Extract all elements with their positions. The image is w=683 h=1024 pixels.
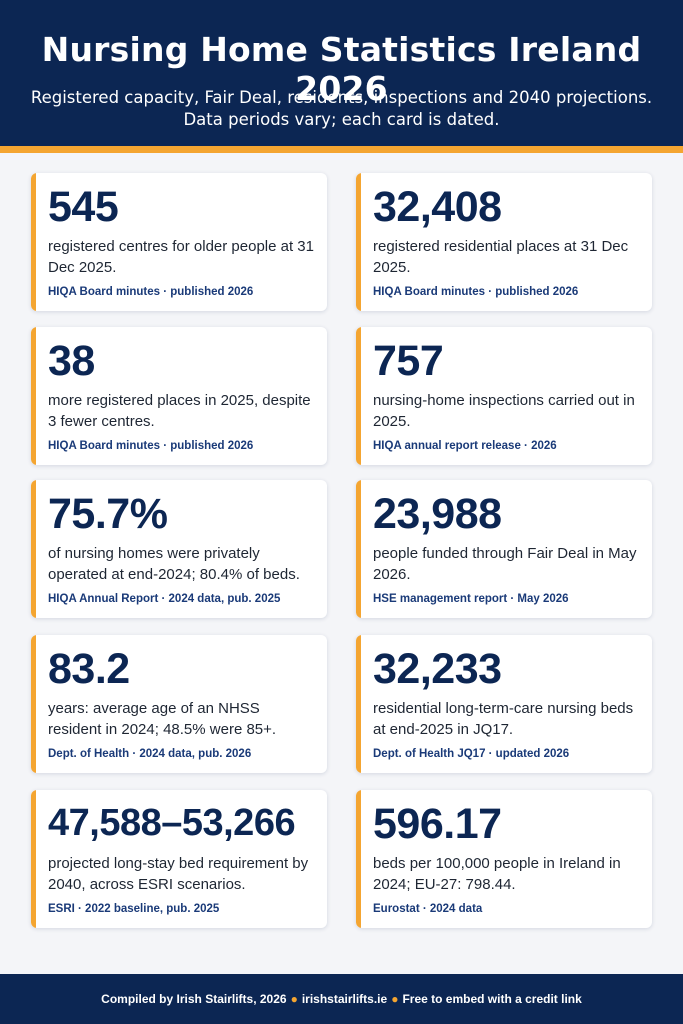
stat-value: 32,233 (373, 645, 502, 693)
footer-site-link[interactable]: irishstairlifts.ie (301, 992, 388, 1006)
bullet-icon: ● (290, 992, 298, 1006)
stat-card-additional-places: 38 more registered places in 2025, despi… (31, 327, 327, 465)
footer-credit: Compiled by Irish Stairlifts, 2026 (101, 992, 287, 1006)
footer-license: Free to embed with a credit link (402, 992, 582, 1006)
stat-source: HIQA Annual Report · 2024 data, pub. 202… (48, 593, 281, 605)
stat-source: HSE management report · May 2026 (373, 593, 569, 605)
stat-description: years: average age of an NHSS resident i… (48, 700, 277, 738)
stat-description: registered centres for older people at 3… (48, 238, 314, 276)
stat-card-beds-per-capita: 596.17 beds per 100,000 people in Irelan… (356, 790, 652, 928)
subtitle-line-2: Data periods vary; each card is dated. (183, 110, 500, 129)
stat-source: Dept. of Health JQ17 · updated 2026 (373, 748, 570, 760)
stat-value: 23,988 (373, 490, 502, 538)
stat-source: Eurostat · 2024 data (373, 903, 483, 915)
stat-source: ESRI · 2022 baseline, pub. 2025 (48, 903, 220, 915)
stat-description: registered residential places at 31 Dec … (373, 238, 629, 276)
stat-description: more registered places in 2025, despite … (48, 392, 311, 430)
stat-source: Dept. of Health · 2024 data, pub. 2026 (48, 748, 252, 760)
stat-card-fair-deal: 23,988 people funded through Fair Deal i… (356, 480, 652, 618)
stat-source: HIQA Board minutes · published 2026 (48, 286, 254, 298)
stat-description: people funded through Fair Deal in May 2… (373, 545, 637, 583)
stat-description: residential long-term-care nursing beds … (373, 700, 634, 738)
stat-source: HIQA Board minutes · published 2026 (373, 286, 579, 298)
stat-description: projected long-stay bed requirement by 2… (48, 855, 309, 893)
stat-value: 83.2 (48, 645, 130, 693)
stat-value: 545 (48, 183, 119, 231)
stat-card-private-operators: 75.7% of nursing homes were privately op… (31, 480, 327, 618)
stat-card-registered-places: 32,408 registered residential places at … (356, 173, 652, 311)
stat-value: 32,408 (373, 183, 502, 231)
stat-card-2040-projection: 47,588–53,266 projected long-stay bed re… (31, 790, 327, 928)
stat-description: beds per 100,000 people in Ireland in 20… (373, 855, 621, 893)
stat-value: 596.17 (373, 800, 502, 848)
subtitle-line-1: Registered capacity, Fair Deal, resident… (30, 88, 653, 107)
header-banner: Nursing Home Statistics Ireland 2026 Reg… (0, 0, 683, 146)
stat-source: HIQA Board minutes · published 2026 (48, 440, 254, 452)
stat-card-registered-centres: 545 registered centres for older people … (31, 173, 327, 311)
stat-source: HIQA annual report release · 2026 (373, 440, 557, 452)
stat-description: nursing-home inspections carried out in … (373, 392, 635, 430)
stat-value: 47,588–53,266 (48, 802, 296, 844)
page-subtitle: Registered capacity, Fair Deal, resident… (30, 87, 653, 131)
footer-bar: Compiled by Irish Stairlifts, 2026 ● irish… (0, 974, 683, 1024)
stat-card-average-age: 83.2 years: average age of an NHSS resid… (31, 635, 327, 773)
stat-card-inspections: 757 nursing-home inspections carried out… (356, 327, 652, 465)
stat-description: of nursing homes were privately operated… (48, 545, 300, 583)
accent-divider (0, 146, 683, 153)
bullet-icon: ● (391, 992, 399, 1006)
page-title: Nursing Home Statistics Ireland 2026 (41, 30, 642, 108)
stat-value: 757 (373, 337, 444, 385)
stat-value: 38 (48, 337, 95, 385)
stat-card-ltc-beds: 32,233 residential long-term-care nursin… (356, 635, 652, 773)
stat-value: 75.7% (48, 490, 168, 538)
